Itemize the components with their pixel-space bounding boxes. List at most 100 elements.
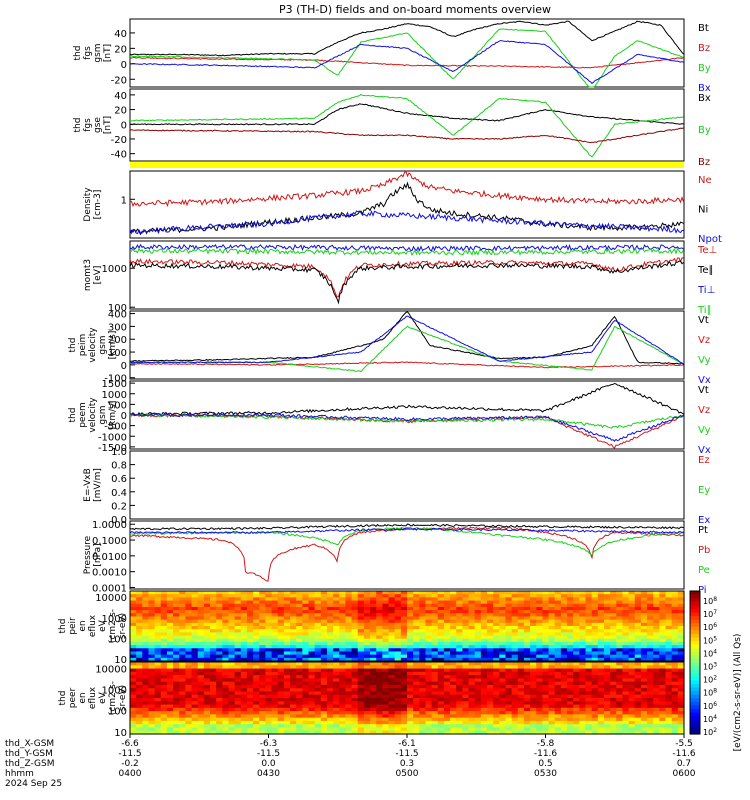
spectrogram-cell xyxy=(665,648,673,653)
spectrogram-cell xyxy=(653,591,660,595)
spectrogram-cell xyxy=(320,657,328,662)
legend-entry-Vy: Vy xyxy=(698,425,711,436)
spectrogram-cell xyxy=(487,662,494,666)
spectrogram-cell xyxy=(290,714,297,719)
spectrogram-cell xyxy=(548,616,556,621)
y-tick-label: 0 xyxy=(121,411,127,422)
spectrogram-cell xyxy=(222,681,230,686)
spectrogram-cell xyxy=(246,622,254,627)
colorbar-swatch xyxy=(690,626,700,631)
spectrogram-cell xyxy=(487,654,494,659)
spectrogram-cell xyxy=(548,629,556,633)
spectrogram-cell xyxy=(308,603,316,608)
spectrogram-cell xyxy=(567,714,574,719)
spectrogram-cell xyxy=(554,594,562,598)
spectrogram-cell xyxy=(326,662,334,666)
spectrogram-cell xyxy=(653,654,660,659)
spectrogram-cell xyxy=(425,724,433,729)
y-tick-label: -500 xyxy=(104,422,127,433)
spectrogram-cell xyxy=(216,704,223,709)
spectrogram-cell xyxy=(333,657,340,662)
spectrogram-cell xyxy=(603,591,611,595)
x-axis-row-label: thd_Y-GSM xyxy=(5,749,53,759)
spectrogram-cell xyxy=(246,597,254,602)
spectrogram-cell xyxy=(505,641,513,646)
spectrogram-cell xyxy=(382,638,390,643)
spectrogram-cell xyxy=(234,701,242,706)
spectrogram-cell xyxy=(216,717,223,722)
spectrogram-cell xyxy=(456,648,463,653)
spectrogram-cell xyxy=(474,727,482,732)
spectrogram-cell xyxy=(370,613,377,618)
spectrogram-cell xyxy=(591,720,599,725)
spectrogram-cell xyxy=(456,603,463,608)
spectrogram-cell xyxy=(228,691,236,696)
spectrogram-cell xyxy=(351,668,359,673)
spectrogram-cell xyxy=(154,675,162,679)
spectrogram-cell xyxy=(665,594,673,598)
spectrogram-cell xyxy=(665,645,673,649)
spectrogram-cell xyxy=(357,629,365,633)
spectrogram-cell xyxy=(579,603,587,608)
spectrogram-cell xyxy=(431,698,439,702)
spectrogram-cell xyxy=(647,671,654,676)
spectrogram-cell xyxy=(603,681,611,686)
spectrogram-cell xyxy=(345,704,353,709)
spectrogram-cell xyxy=(216,626,223,630)
spectrogram-cell xyxy=(388,641,396,646)
spectrogram-cell xyxy=(136,681,143,686)
spectrogram-cell xyxy=(357,600,365,605)
spectrogram-cell xyxy=(579,730,587,735)
spectrogram-cell xyxy=(326,606,334,611)
spectrogram-cell xyxy=(616,727,624,732)
spectrogram-cell xyxy=(628,651,636,656)
spectrogram-cell xyxy=(351,675,359,679)
spectrogram-cell xyxy=(456,641,463,646)
spectrogram-cell xyxy=(210,678,217,683)
spectrogram-cell xyxy=(283,720,291,725)
spectrogram-cell xyxy=(160,651,168,656)
spectrogram-cell xyxy=(394,671,402,676)
spectrogram-cell xyxy=(400,632,408,637)
spectrogram-cell xyxy=(493,635,500,640)
spectrogram-cell xyxy=(511,714,519,719)
spectrogram-cell xyxy=(677,657,685,662)
spectrogram-cell xyxy=(647,711,654,715)
spectrogram-cell xyxy=(480,717,488,722)
spectrogram-cell xyxy=(610,600,617,605)
spectrogram-cell xyxy=(259,597,267,602)
spectrogram-cell xyxy=(597,698,605,702)
spectrogram-cell xyxy=(634,704,642,709)
spectrogram-cell xyxy=(253,613,260,618)
spectrogram-cell xyxy=(363,662,371,666)
spectrogram-cell xyxy=(511,704,519,709)
spectrogram-cell xyxy=(480,688,488,693)
spectrogram-cell xyxy=(480,668,488,673)
spectrogram-cell xyxy=(370,675,377,679)
spectrogram-cell xyxy=(597,657,605,662)
spectrogram-cell xyxy=(394,622,402,627)
spectrogram-cell xyxy=(419,668,427,673)
spectrogram-cell xyxy=(326,694,334,699)
spectrogram-cell xyxy=(308,701,316,706)
spectrogram-cell xyxy=(357,626,365,630)
spectrogram-cell xyxy=(160,635,168,640)
spectrogram-cell xyxy=(382,730,390,735)
spectrogram-cell xyxy=(228,594,236,598)
spectrogram-cell xyxy=(228,654,236,659)
spectrogram-cell xyxy=(320,600,328,605)
spectrogram-cell xyxy=(173,675,180,679)
spectrogram-cell xyxy=(240,665,248,670)
spectrogram-cell xyxy=(456,694,463,699)
spectrogram-cell xyxy=(511,665,519,670)
spectrogram-cell xyxy=(234,651,242,656)
spectrogram-cell xyxy=(314,717,322,722)
spectrogram-cell xyxy=(542,600,550,605)
spectrogram-cell xyxy=(407,591,414,595)
spectrogram-cell xyxy=(314,675,322,679)
spectrogram-cell xyxy=(419,720,427,725)
spectrogram-cell xyxy=(296,651,303,656)
spectrogram-cell xyxy=(413,600,420,605)
spectrogram-cell xyxy=(376,701,383,706)
spectrogram-cell xyxy=(142,671,150,676)
